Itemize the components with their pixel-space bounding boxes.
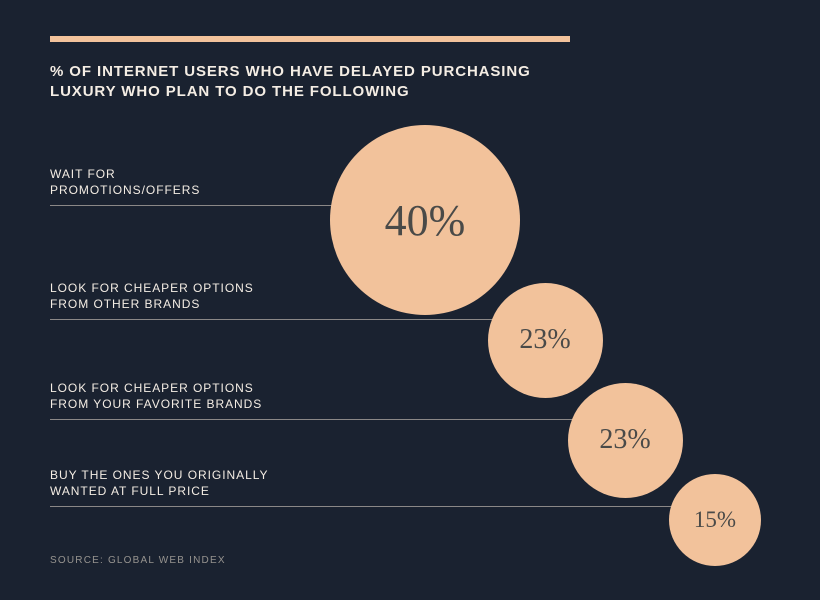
chart-title: % OF INTERNET USERS WHO HAVE DELAYED PUR…	[50, 62, 531, 103]
value-text: 40%	[385, 195, 466, 246]
value-text: 23%	[519, 324, 570, 356]
source-text: SOURCE: GLOBAL WEB INDEX	[50, 555, 226, 566]
connector-line	[50, 319, 530, 320]
item-label: LOOK FOR CHEAPER OPTIONS FROM OTHER BRAN…	[50, 280, 254, 312]
value-bubble: 23%	[488, 283, 603, 398]
item-label: LOOK FOR CHEAPER OPTIONS FROM YOUR FAVOR…	[50, 380, 262, 412]
item-label: WAIT FOR PROMOTIONS/OFFERS	[50, 166, 200, 198]
infographic-canvas: % OF INTERNET USERS WHO HAVE DELAYED PUR…	[0, 0, 820, 600]
value-text: 23%	[599, 424, 650, 456]
connector-line	[50, 506, 700, 507]
accent-bar	[50, 36, 570, 42]
item-label: BUY THE ONES YOU ORIGINALLY WANTED AT FU…	[50, 467, 268, 499]
value-bubble: 40%	[330, 125, 520, 315]
value-bubble: 23%	[568, 383, 683, 498]
value-bubble: 15%	[669, 474, 761, 566]
value-text: 15%	[694, 507, 736, 533]
connector-line	[50, 419, 610, 420]
